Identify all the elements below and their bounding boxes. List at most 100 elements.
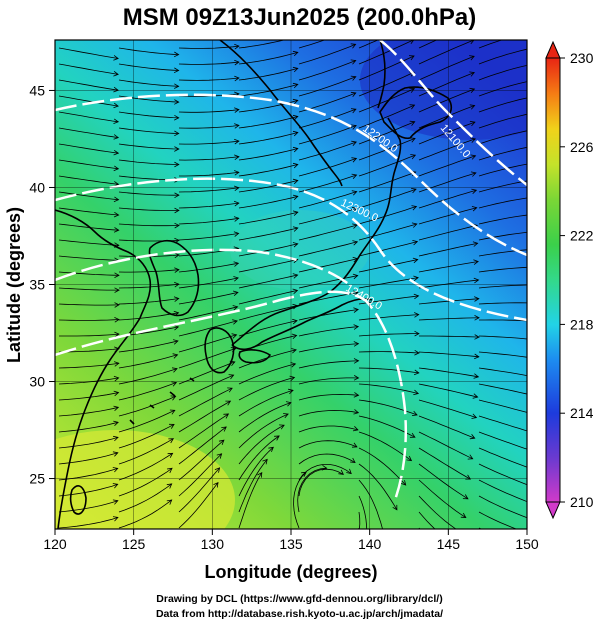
- coast-china: [55, 209, 152, 529]
- streamline: [419, 335, 480, 338]
- streamline-arrow: [471, 206, 478, 212]
- streamline: [298, 393, 359, 401]
- streamline-arrow: [351, 157, 358, 163]
- coast-honshu: [231, 117, 402, 346]
- streamline-arrow: [534, 247, 539, 252]
- streamline: [418, 155, 476, 177]
- streamline-arrow: [113, 86, 119, 93]
- streamline-arrow: [532, 78, 537, 83]
- streamline-arrow: [409, 87, 416, 93]
- streamline-arrow: [292, 178, 299, 185]
- streamline: [238, 132, 298, 145]
- streamline-arrow: [218, 439, 225, 446]
- streamline-arrow: [292, 288, 299, 294]
- streamline-arrow: [166, 483, 173, 489]
- streamline-arrow: [470, 154, 477, 160]
- streamline: [58, 191, 119, 201]
- streamline-arrow: [268, 446, 274, 453]
- streamline: [358, 314, 419, 321]
- streamline: [238, 290, 298, 305]
- streamline: [418, 88, 475, 113]
- streamline: [298, 174, 357, 193]
- streamline: [118, 63, 179, 71]
- colorbar-tick-label: 214: [570, 405, 594, 421]
- streamline-arrow: [234, 123, 240, 129]
- streamline-arrow: [113, 118, 120, 124]
- streamline: [298, 360, 359, 369]
- streamline: [238, 389, 294, 417]
- streamline: [238, 164, 298, 177]
- streamline-arrow: [473, 259, 479, 265]
- streamline: [418, 399, 477, 418]
- streamline: [478, 266, 527, 273]
- streamline: [238, 305, 298, 321]
- streamline-arrow: [114, 272, 120, 278]
- streamline-arrow: [173, 296, 180, 302]
- streamline: [178, 413, 229, 449]
- streamline-arrow: [409, 104, 416, 110]
- streamline: [478, 302, 527, 305]
- streamline-arrow: [319, 546, 324, 551]
- streamline: [358, 55, 415, 81]
- streamline-arrow: [232, 290, 239, 297]
- x-tick-label: 130: [201, 536, 225, 552]
- streamline: [58, 255, 119, 261]
- streamline-arrow: [460, 530, 465, 534]
- streamline: [478, 284, 527, 289]
- streamline: [118, 483, 172, 513]
- contour-12300: [55, 177, 527, 322]
- streamline: [298, 40, 326, 49]
- streamline-arrow: [411, 222, 418, 228]
- streamline-arrow: [346, 468, 352, 475]
- streamline-arrow: [292, 194, 299, 200]
- streamline: [418, 479, 467, 518]
- coast-honshu-south: [231, 298, 373, 351]
- streamline: [178, 306, 238, 321]
- streamline-arrow: [292, 130, 299, 137]
- streamline: [238, 274, 298, 289]
- streamline: [418, 367, 479, 378]
- streamline: [178, 77, 239, 81]
- streamline: [478, 231, 527, 241]
- streamline: [118, 298, 179, 305]
- streamline-arrow: [288, 388, 294, 395]
- streamline-arrow: [292, 98, 299, 105]
- streamline: [478, 249, 527, 257]
- streamline: [418, 463, 469, 500]
- streamline: [418, 40, 438, 49]
- streamline: [178, 156, 239, 161]
- streamline-arrow: [214, 467, 221, 473]
- streamline-arrow: [216, 453, 223, 459]
- streamline: [358, 154, 416, 177]
- streamline: [298, 141, 357, 161]
- streamline-arrow: [351, 206, 358, 213]
- streamline-arrow: [338, 469, 344, 475]
- streamline: [298, 60, 356, 81]
- streamline: [238, 180, 298, 193]
- streamline: [298, 440, 358, 449]
- credit-data: Data from http://database.rish.kyoto-u.a…: [155, 608, 444, 620]
- colorbar-max-arrow: [545, 40, 561, 59]
- streamline-arrow: [292, 273, 299, 279]
- streamline-arrow: [533, 393, 538, 398]
- coast-korea: [148, 239, 200, 317]
- streamline-arrow: [413, 389, 420, 396]
- streamline-arrow: [112, 451, 119, 457]
- streamline-arrow: [532, 412, 537, 417]
- streamline-arrow: [353, 375, 360, 381]
- streamline: [238, 259, 298, 273]
- streamline-arrow: [113, 435, 119, 442]
- y-tick-label: 45: [29, 82, 45, 98]
- streamline-arrow: [531, 448, 536, 453]
- streamline-arrow: [414, 330, 420, 337]
- streamline: [178, 482, 219, 529]
- streamline: [478, 335, 527, 340]
- streamline: [58, 421, 119, 433]
- streamline: [178, 262, 239, 273]
- streamline: [358, 463, 398, 511]
- streamline-arrow: [350, 75, 357, 81]
- streamline-arrow: [409, 432, 416, 438]
- x-axis-label: Longitude (degrees): [204, 562, 377, 582]
- streamline-arrow: [473, 373, 480, 379]
- streamline-arrow: [232, 319, 238, 325]
